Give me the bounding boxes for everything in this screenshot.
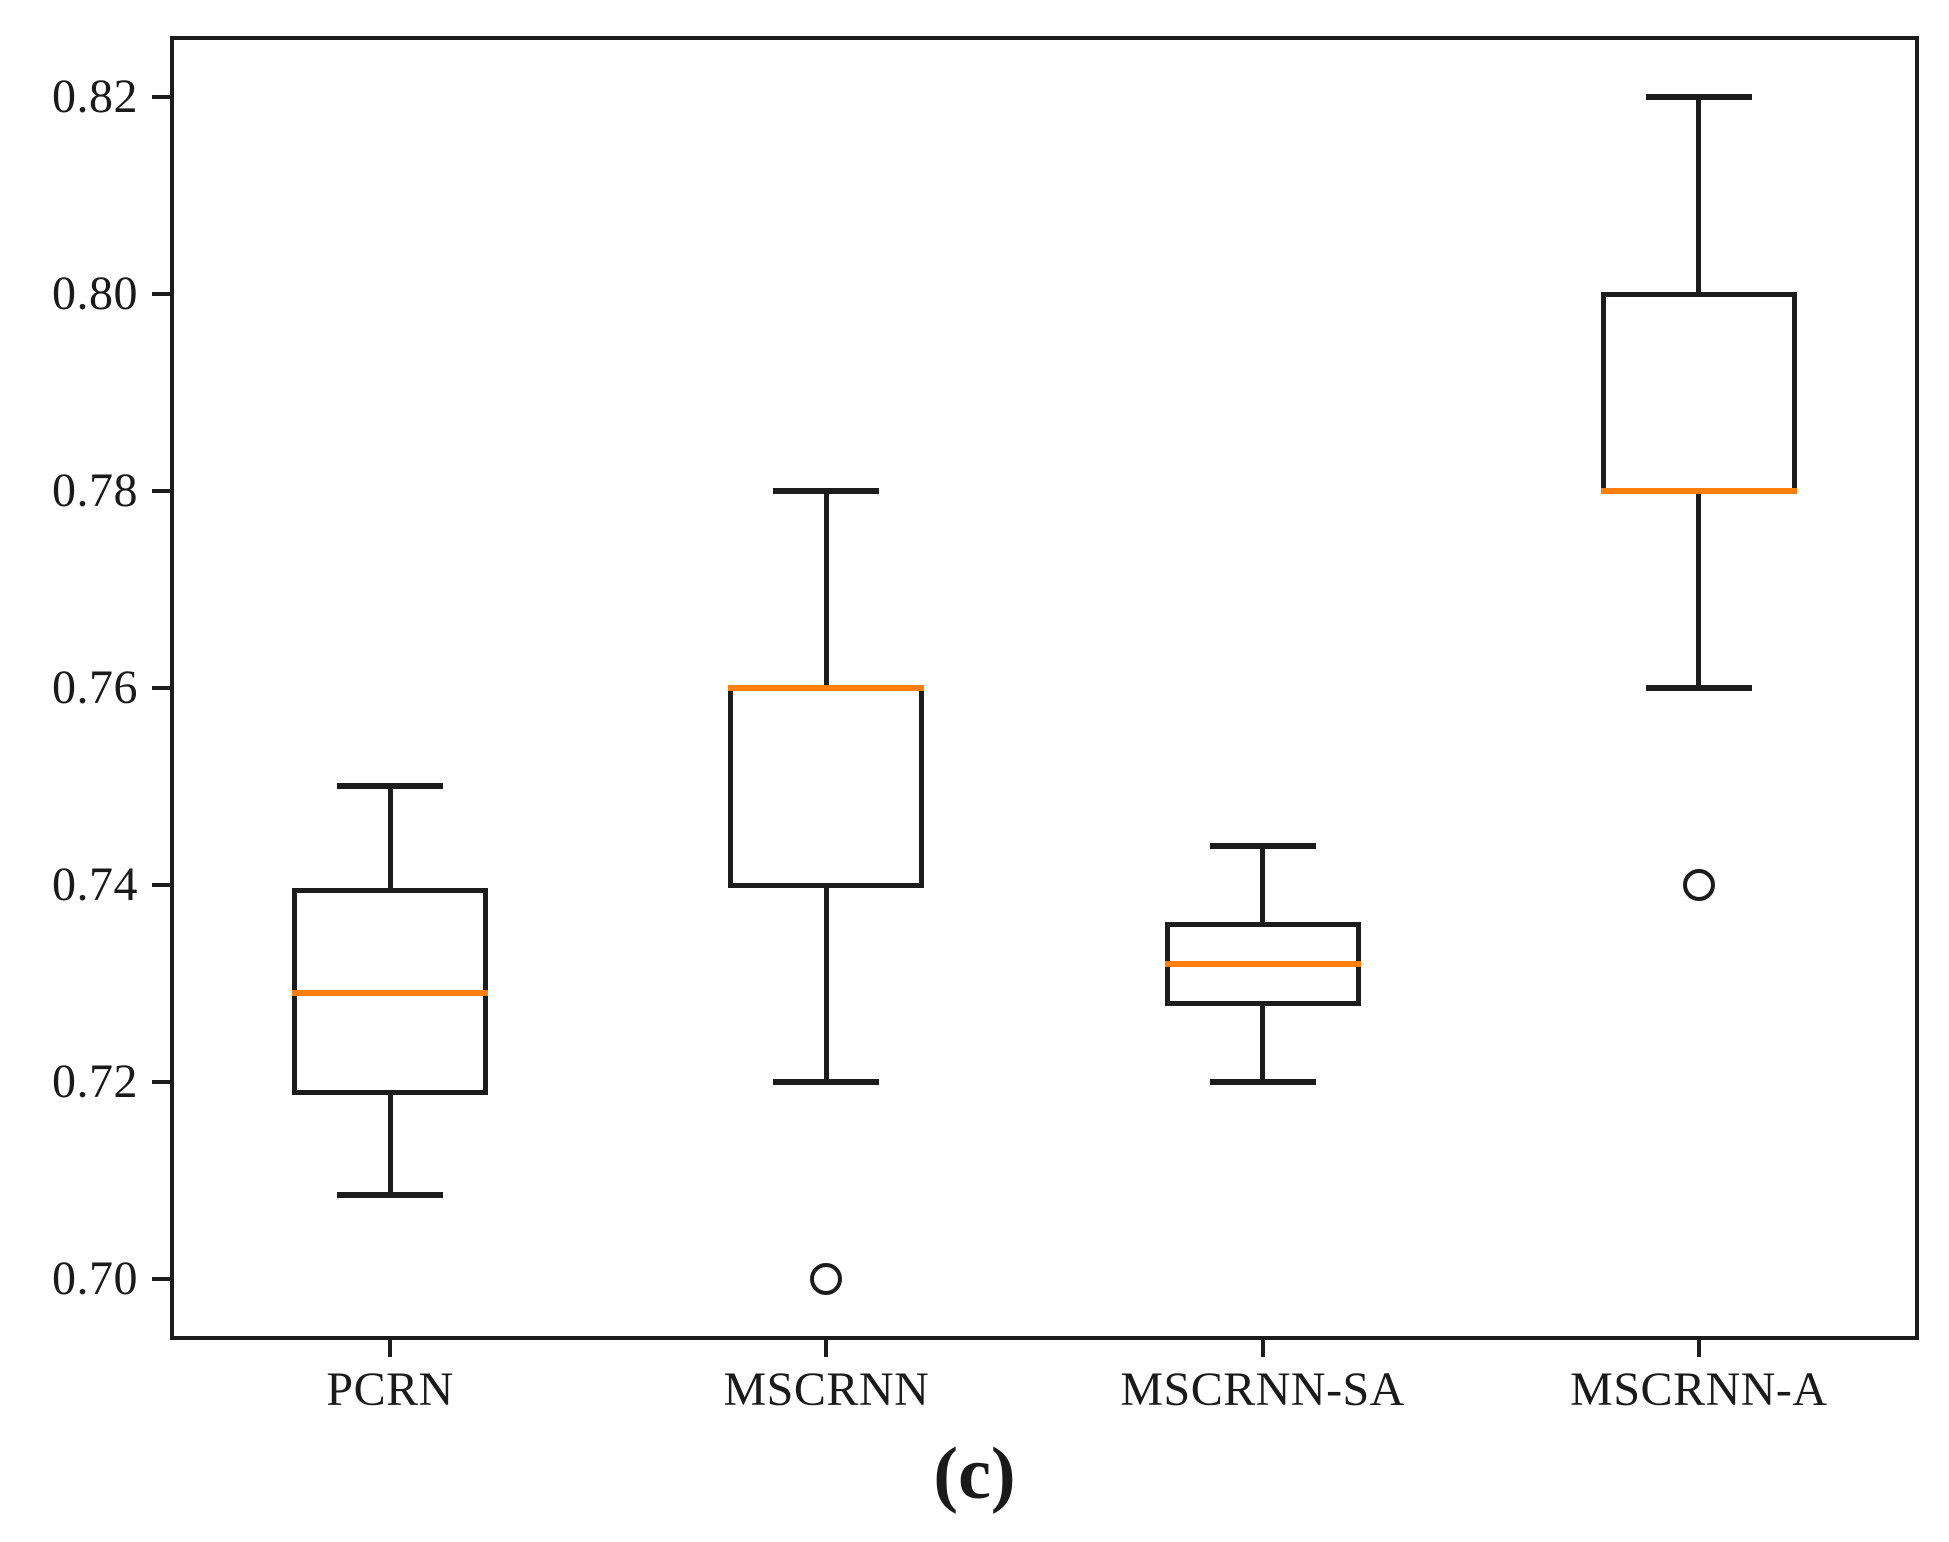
outlier-point (1682, 868, 1715, 901)
y-tick-label: 0.82 (52, 70, 138, 124)
y-tick-mark (152, 95, 172, 100)
x-tick-label: MSCRNN (723, 1363, 930, 1416)
median-line (292, 990, 489, 997)
median-line (1600, 488, 1797, 495)
whisker-cap-upper (337, 783, 444, 790)
figure-caption: (c) (933, 1433, 1016, 1515)
whisker-cap-lower (773, 1078, 880, 1085)
whisker-lower (387, 1091, 393, 1196)
y-tick-mark (152, 489, 172, 494)
y-tick-mark (152, 1276, 172, 1281)
x-tick-mark (824, 1338, 829, 1357)
whisker-cap-upper (773, 488, 880, 495)
whisker-upper (1696, 97, 1702, 295)
y-tick-label: 0.74 (52, 857, 138, 911)
x-tick-label: MSCRNN-SA (1120, 1363, 1405, 1416)
x-tick-mark (1696, 1338, 1701, 1357)
whisker-upper (387, 786, 393, 890)
y-tick-mark (152, 686, 172, 690)
y-tick-label: 0.76 (52, 661, 138, 714)
outlier-point (810, 1262, 843, 1295)
median-line (1164, 960, 1361, 967)
whisker-upper (823, 491, 829, 688)
x-tick-label: PCRN (326, 1363, 454, 1416)
whisker-cap-lower (1209, 1078, 1316, 1085)
whisker-cap-upper (1645, 94, 1752, 101)
box (1600, 292, 1797, 495)
whisker-cap-lower (1645, 685, 1752, 691)
whisker-cap-lower (337, 1192, 444, 1199)
y-tick-label: 0.72 (52, 1054, 138, 1108)
whisker-cap-upper (1209, 842, 1316, 849)
median-line (728, 685, 925, 691)
whisker-upper (1260, 845, 1266, 925)
y-tick-mark (152, 1079, 172, 1084)
y-tick-mark (152, 882, 172, 887)
plot-area (170, 36, 1919, 1340)
y-tick-label: 0.80 (52, 267, 138, 321)
x-tick-label: MSCRNN-A (1570, 1363, 1828, 1416)
whisker-lower (1696, 491, 1702, 688)
box (728, 686, 925, 888)
whisker-lower (1260, 1003, 1266, 1082)
y-tick-label: 0.78 (52, 464, 138, 518)
y-tick-label: 0.70 (52, 1251, 138, 1305)
y-tick-mark (152, 292, 172, 297)
x-tick-mark (388, 1338, 393, 1357)
x-tick-mark (1260, 1338, 1265, 1357)
whisker-lower (823, 884, 829, 1082)
